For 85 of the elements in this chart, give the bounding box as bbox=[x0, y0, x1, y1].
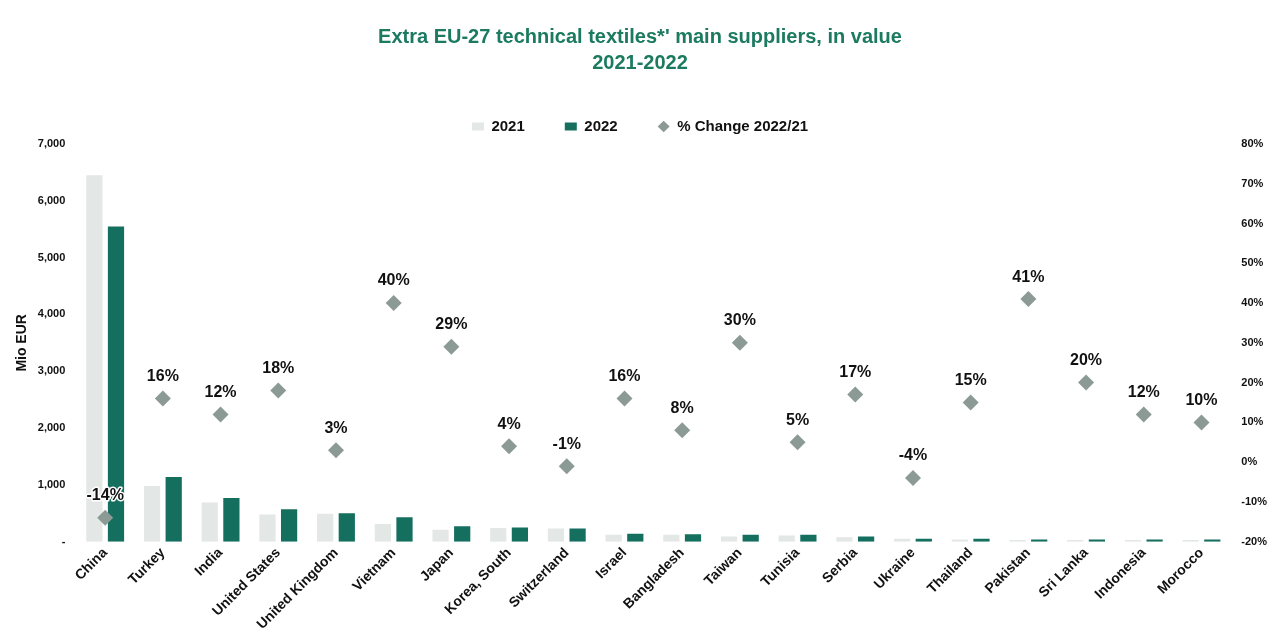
y-tick-label: 5,000 bbox=[37, 250, 66, 263]
bar bbox=[280, 509, 298, 542]
data-label: 30% bbox=[723, 311, 756, 329]
data-label: 16% bbox=[146, 366, 179, 384]
bar bbox=[800, 534, 817, 542]
legend-label: 2022 bbox=[584, 116, 618, 134]
bar bbox=[338, 513, 355, 542]
data-label: 10% bbox=[1185, 390, 1218, 408]
y-tick-label: 6,000 bbox=[37, 193, 66, 206]
data-label: -4% bbox=[898, 446, 928, 464]
point bbox=[616, 390, 633, 407]
point bbox=[97, 509, 114, 526]
bar bbox=[165, 476, 182, 542]
y-tick-label: 1,000 bbox=[37, 477, 66, 490]
y-tick-label: - bbox=[61, 534, 66, 547]
point bbox=[443, 338, 460, 355]
y-tick-label: 2,000 bbox=[37, 421, 66, 434]
y2-tick-label: 70% bbox=[1241, 176, 1264, 189]
y2-tick-label: -10% bbox=[1241, 494, 1268, 507]
y2-tick-label: 20% bbox=[1241, 375, 1264, 388]
bar bbox=[511, 527, 529, 542]
y2-tick-label: 0% bbox=[1241, 455, 1258, 468]
bar bbox=[778, 535, 795, 542]
bar bbox=[374, 524, 391, 542]
data-label: -1% bbox=[552, 434, 581, 452]
data-label: 12% bbox=[1127, 382, 1160, 400]
chart-title: Extra EU-27 technical textiles*' main suppliers, in value bbox=[378, 24, 902, 47]
data-label: 4% bbox=[497, 414, 521, 432]
bar bbox=[223, 497, 240, 542]
data-label: 20% bbox=[1070, 351, 1103, 369]
point bbox=[270, 382, 287, 399]
data-label: 17% bbox=[839, 362, 872, 380]
point bbox=[327, 442, 344, 459]
point bbox=[904, 470, 921, 487]
bar bbox=[201, 502, 218, 542]
point bbox=[731, 334, 748, 351]
data-label: 29% bbox=[435, 315, 468, 333]
legend-label: 2021 bbox=[491, 116, 525, 134]
data-label: 12% bbox=[204, 382, 237, 400]
y-tick-label: 4,000 bbox=[37, 307, 66, 320]
point bbox=[962, 394, 979, 411]
y2-tick-label: 30% bbox=[1241, 335, 1264, 348]
data-label: 15% bbox=[954, 370, 987, 388]
y-tick-label: 7,000 bbox=[37, 137, 66, 150]
bar bbox=[143, 486, 161, 542]
y2-tick-label: 40% bbox=[1241, 296, 1264, 309]
point bbox=[501, 438, 518, 455]
point bbox=[212, 406, 229, 423]
data-label: 18% bbox=[262, 358, 295, 376]
bar bbox=[454, 526, 471, 542]
y2-tick-label: 50% bbox=[1241, 256, 1264, 269]
y2-tick-label: 10% bbox=[1241, 415, 1264, 428]
data-label: 8% bbox=[670, 398, 694, 416]
bar bbox=[396, 517, 413, 542]
legend-label: % Change 2022/21 bbox=[677, 116, 809, 134]
y-axis-title: Mio EUR bbox=[13, 314, 30, 372]
point bbox=[1193, 414, 1210, 431]
data-label: 40% bbox=[377, 271, 410, 289]
point bbox=[847, 386, 864, 403]
bar bbox=[432, 529, 449, 542]
point bbox=[674, 422, 691, 439]
bar bbox=[684, 534, 702, 542]
data-label: 16% bbox=[608, 366, 641, 384]
y-tick-label: 3,000 bbox=[37, 364, 66, 377]
y2-tick-label: -20% bbox=[1241, 534, 1268, 547]
point bbox=[1078, 374, 1095, 391]
data-label: 3% bbox=[324, 418, 348, 436]
point bbox=[1135, 406, 1152, 423]
data-label: 5% bbox=[786, 410, 810, 428]
bar bbox=[259, 514, 276, 542]
point bbox=[558, 458, 575, 475]
bar bbox=[490, 528, 507, 542]
bar bbox=[317, 513, 334, 542]
y2-tick-label: 80% bbox=[1241, 137, 1264, 150]
data-label: 41% bbox=[1012, 267, 1045, 285]
bar bbox=[1146, 539, 1163, 542]
point bbox=[789, 434, 806, 451]
point bbox=[154, 390, 171, 407]
bar bbox=[836, 537, 853, 542]
y2-tick-label: 60% bbox=[1241, 216, 1264, 229]
point bbox=[1020, 291, 1037, 308]
bar bbox=[547, 528, 565, 542]
point bbox=[385, 295, 402, 312]
bar bbox=[569, 528, 586, 542]
chart-subtitle: 2021-2022 bbox=[592, 50, 688, 73]
